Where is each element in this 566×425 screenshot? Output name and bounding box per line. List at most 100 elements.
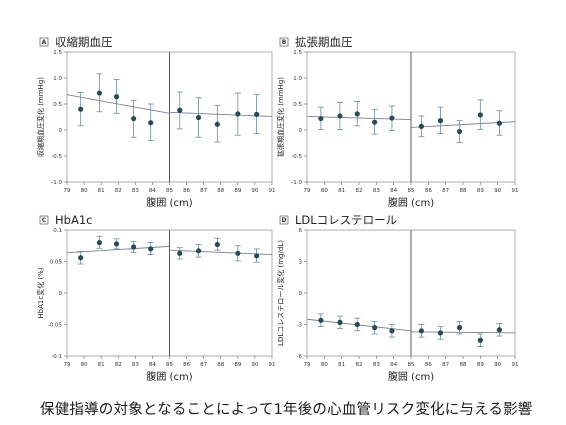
y-tick-label: 0	[299, 128, 303, 134]
x-tick-label: 88	[217, 362, 224, 368]
y-tick-label: -1.0	[291, 180, 302, 186]
x-tick-label: 86	[425, 188, 432, 194]
y-tick-label: 0	[59, 291, 63, 297]
data-point	[337, 319, 343, 325]
x-tick-label: 85	[166, 188, 173, 194]
y-axis-label: LDLコレステロール変化 (mg/dL)	[276, 240, 285, 346]
data-point	[78, 106, 84, 112]
panel-badge-label: A	[42, 39, 47, 46]
data-point	[354, 321, 360, 328]
data-point	[177, 250, 183, 256]
panel-badge-label: D	[282, 217, 287, 224]
y-tick-label: 6	[299, 228, 303, 234]
y-tick-label: 3	[299, 260, 303, 266]
x-tick-label: 85	[408, 188, 415, 194]
y-tick-label: -6	[297, 354, 303, 360]
data-point	[235, 250, 241, 256]
x-tick-label: 81	[98, 188, 105, 194]
data-point	[437, 330, 444, 336]
y-tick-label: 0	[59, 128, 63, 134]
x-tick-label: 80	[321, 188, 328, 194]
data-point	[148, 120, 154, 126]
data-point	[418, 328, 424, 334]
data-point	[177, 107, 183, 113]
panel-title: LDLコレステロール	[295, 213, 397, 227]
panel-badge	[39, 215, 49, 225]
data-point	[496, 327, 502, 333]
data-point	[235, 111, 241, 117]
y-tick-label: -3	[297, 323, 303, 329]
panel-badge	[279, 215, 289, 225]
x-tick-label: 82	[115, 362, 122, 368]
y-tick-label: -0.05	[48, 323, 63, 329]
x-tick-label: 80	[81, 188, 88, 194]
data-point	[131, 244, 137, 250]
data-point	[318, 317, 324, 323]
data-point	[389, 328, 395, 334]
x-tick-label: 88	[460, 188, 467, 194]
data-point	[96, 90, 103, 96]
x-tick-label: 79	[304, 362, 311, 368]
x-tick-label: 80	[81, 362, 88, 368]
x-tick-label: 82	[115, 188, 122, 194]
y-tick-label: 0.5	[293, 102, 302, 108]
y-tick-label: 0.5	[53, 102, 62, 108]
x-tick-label: 87	[442, 362, 449, 368]
x-tick-label: 87	[200, 362, 207, 368]
data-point	[456, 128, 463, 135]
x-tick-label: 90	[251, 188, 258, 194]
fit-line-above-cutoff	[410, 331, 516, 334]
x-tick-label: 88	[460, 362, 467, 368]
data-point	[477, 112, 483, 118]
fit-line-below-cutoff	[66, 94, 170, 114]
x-tick-label: 90	[251, 362, 258, 368]
x-tick-label: 89	[234, 362, 241, 368]
data-point	[337, 113, 343, 119]
x-tick-label: 84	[390, 362, 397, 368]
x-tick-label: 86	[183, 362, 190, 368]
data-point	[496, 120, 502, 126]
panel-title: 拡張期血圧	[295, 35, 353, 49]
x-tick-label: 79	[304, 188, 311, 194]
x-tick-label: 89	[234, 188, 241, 194]
x-tick-label: 83	[132, 362, 139, 368]
data-point	[477, 337, 483, 343]
x-tick-label: 91	[512, 188, 519, 194]
y-axis-label: 拡張期血圧変化 (mmHg)	[276, 77, 285, 157]
x-tick-label: 83	[373, 188, 380, 194]
fit-line-above-cutoff	[169, 249, 273, 256]
data-point	[113, 94, 120, 100]
data-point	[372, 325, 378, 331]
y-tick-label: -1.0	[51, 180, 62, 186]
data-point	[113, 241, 120, 247]
chart-panel-d: D LDLコレステロール -6 -3 0 3 6 79 80 81 82 83 84 85 86 87 88 89…	[276, 213, 519, 383]
x-tick-label: 87	[442, 188, 449, 194]
data-point	[418, 123, 424, 129]
y-tick-label: -0.5	[291, 154, 302, 160]
x-tick-label: 90	[494, 188, 501, 194]
x-axis-label: 腹囲 (cm)	[388, 370, 434, 383]
x-tick-label: 85	[408, 362, 415, 368]
data-point	[96, 240, 103, 246]
x-tick-label: 79	[64, 188, 71, 194]
y-axis-label: 収縮期血圧変化 (mmHg)	[36, 77, 45, 157]
x-axis-label: 腹囲 (cm)	[146, 196, 192, 209]
x-axis-label: 腹囲 (cm)	[146, 370, 192, 383]
panel-badge-label: B	[282, 39, 287, 46]
data-point	[437, 118, 444, 124]
y-axis-label: HbA1c変化 (%)	[36, 267, 45, 318]
x-tick-label: 79	[64, 362, 71, 368]
x-tick-label: 83	[132, 188, 139, 194]
panel-badge	[39, 37, 49, 47]
data-point	[254, 253, 260, 259]
panel-title: 収縮期血圧	[55, 35, 113, 49]
data-point	[214, 121, 220, 127]
figure-caption: 保健指導の対象となることによって1年後の心血管リスク変化に与える影響	[40, 402, 533, 418]
y-tick-label: 0.05	[50, 260, 63, 266]
x-tick-label: 85	[166, 362, 173, 368]
x-tick-label: 81	[98, 362, 105, 368]
y-tick-label: 1.0	[293, 76, 302, 82]
data-point	[195, 248, 202, 254]
x-axis-label: 腹囲 (cm)	[388, 196, 434, 209]
